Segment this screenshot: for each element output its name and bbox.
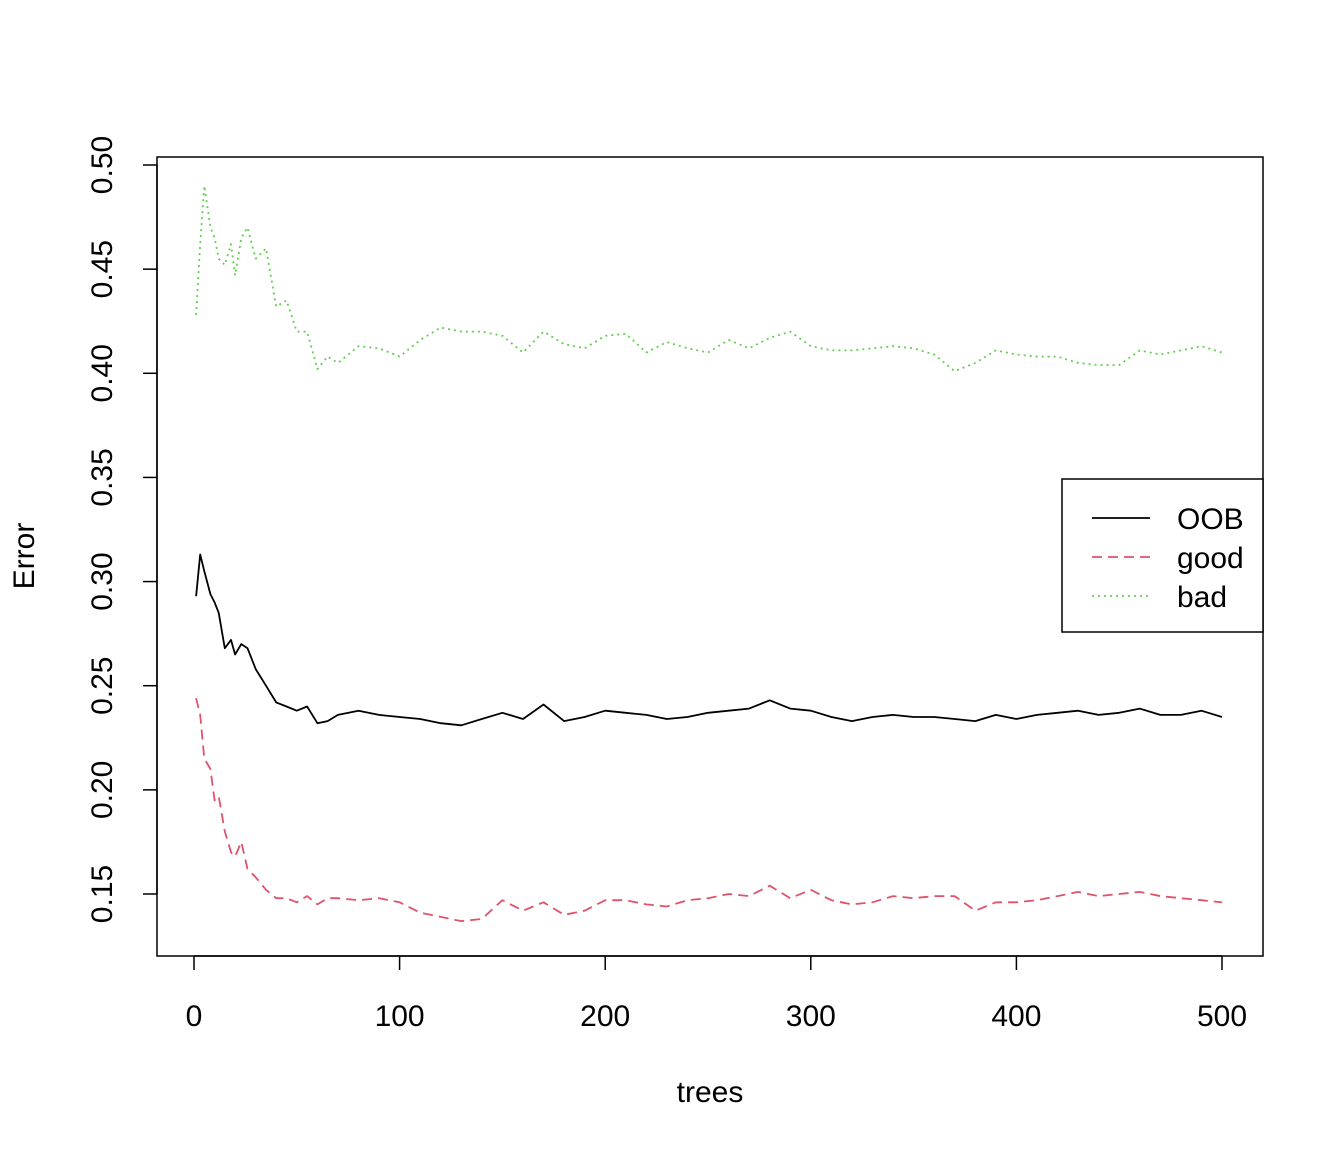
x-axis-label: trees [677,1076,744,1109]
series-line-oob [195,553,1223,727]
legend-label-oob: OOB [1177,503,1244,536]
y-axis-ticks: 0.15 0.20 0.25 0.30 0.35 0.40 0.45 0.50 [86,136,157,923]
legend-box [1061,478,1264,633]
series-line-good [195,697,1223,922]
x-tick-label: 300 [786,1000,836,1033]
x-tick-label: 200 [580,1000,630,1033]
legend: OOB good bad [1061,478,1264,633]
y-tick-label: 0.30 [86,552,119,610]
y-tick-label: 0.40 [86,344,119,402]
series-layer [195,184,1223,922]
y-tick-label: 0.15 [86,865,119,923]
x-tick-label: 0 [186,1000,203,1033]
y-axis-label: Error [8,523,41,590]
y-tick-label: 0.45 [86,240,119,298]
y-tick-label: 0.20 [86,761,119,819]
legend-label-good: good [1177,542,1244,575]
x-tick-label: 400 [991,1000,1041,1033]
x-axis-ticks: 0 100 200 300 400 500 [186,956,1247,1033]
y-tick-label: 0.50 [86,136,119,194]
x-tick-label: 100 [375,1000,425,1033]
series-line-bad [195,184,1223,373]
x-tick-label: 500 [1197,1000,1247,1033]
y-tick-label: 0.35 [86,448,119,506]
y-tick-label: 0.25 [86,657,119,715]
legend-label-bad: bad [1177,581,1227,614]
